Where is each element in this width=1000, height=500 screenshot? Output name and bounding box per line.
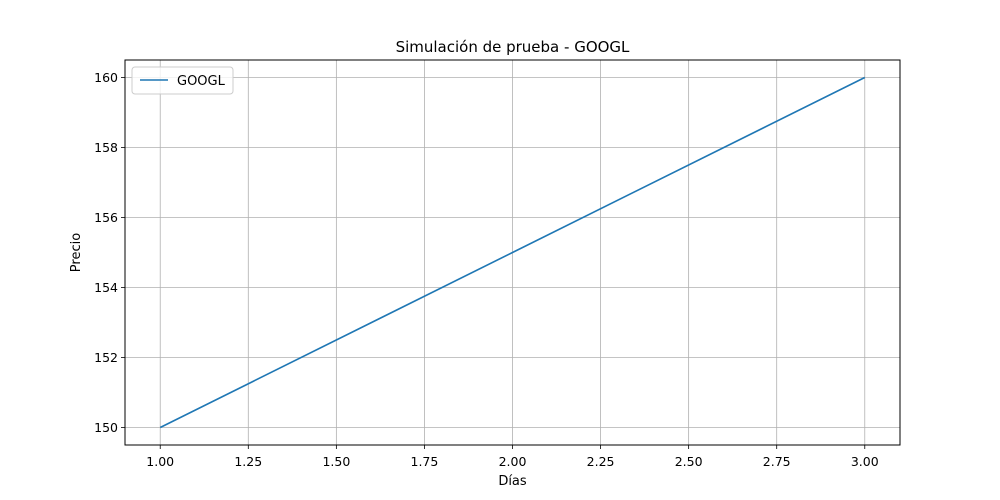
x-tick-label: 1.75 bbox=[411, 454, 439, 469]
x-tick-label: 2.75 bbox=[763, 454, 791, 469]
x-tick-label: 3.00 bbox=[851, 454, 879, 469]
x-axis-title: Días bbox=[498, 474, 527, 489]
x-tick-label: 1.00 bbox=[146, 454, 174, 469]
y-tick-label: 150 bbox=[94, 420, 118, 435]
y-axis-ticks: 150 152 154 156 158 160 bbox=[94, 70, 125, 435]
y-tick-label: 160 bbox=[94, 70, 118, 85]
series-line-googl bbox=[159, 76, 866, 429]
series-layer bbox=[159, 76, 866, 429]
x-tick-label: 2.50 bbox=[675, 454, 703, 469]
y-tick-label: 154 bbox=[94, 280, 118, 295]
chart-title: Simulación de prueba - GOOGL bbox=[396, 38, 630, 56]
y-tick-label: 158 bbox=[94, 140, 118, 155]
x-tick-label: 2.25 bbox=[587, 454, 615, 469]
y-axis-title: Precio bbox=[69, 233, 84, 272]
x-tick-label: 1.50 bbox=[322, 454, 350, 469]
legend: GOOGL bbox=[131, 66, 234, 95]
legend-box bbox=[131, 66, 234, 95]
x-axis-ticks: 1.00 1.25 1.50 1.75 2.00 2.25 2.50 2.75 3.00 bbox=[146, 445, 879, 469]
legend-label: GOOGL bbox=[177, 74, 226, 89]
y-tick-label: 156 bbox=[94, 210, 118, 225]
grid bbox=[125, 60, 900, 445]
x-tick-label: 1.25 bbox=[234, 454, 262, 469]
x-tick-label: 2.00 bbox=[499, 454, 527, 469]
y-tick-label: 152 bbox=[94, 350, 118, 365]
